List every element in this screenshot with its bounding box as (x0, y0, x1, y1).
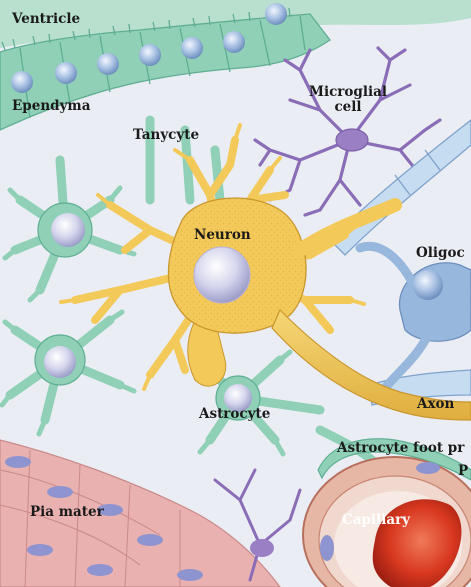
axon-collateral (293, 198, 402, 257)
label-astrocyte: Astrocyte (199, 406, 271, 422)
neuron-nucleus (193, 246, 251, 304)
label-microglial-cell: Microglial cell (309, 84, 387, 115)
astrocyte-foot-process (317, 438, 471, 481)
label-pia-mater: Pia mater (30, 504, 104, 520)
microglial-processes-lower (213, 468, 302, 582)
label-neuron: Neuron (194, 227, 251, 243)
astrocyte-nuclei (44, 213, 252, 412)
oligodendrocyte (355, 241, 471, 393)
label-tanycyte: Tanycyte (133, 127, 200, 143)
microglia-body-lower (250, 539, 274, 557)
capillary (302, 456, 471, 587)
label-ventricle: Ventricle (12, 11, 81, 27)
axon (271, 308, 471, 421)
microglia-body (335, 128, 369, 152)
pia-mater (0, 439, 281, 587)
ependyma-cells (0, 7, 331, 131)
label-oligodendrocyte: Oligoc (416, 245, 465, 261)
label-pericyte: P (458, 463, 469, 479)
ependyma-nuclei (11, 3, 287, 93)
label-astrocyte-foot-process: Astrocyte foot pr (337, 440, 465, 456)
label-axon: Axon (417, 396, 455, 412)
label-capillary: Capillary (342, 512, 411, 528)
label-ependyma: Ependyma (12, 98, 91, 114)
